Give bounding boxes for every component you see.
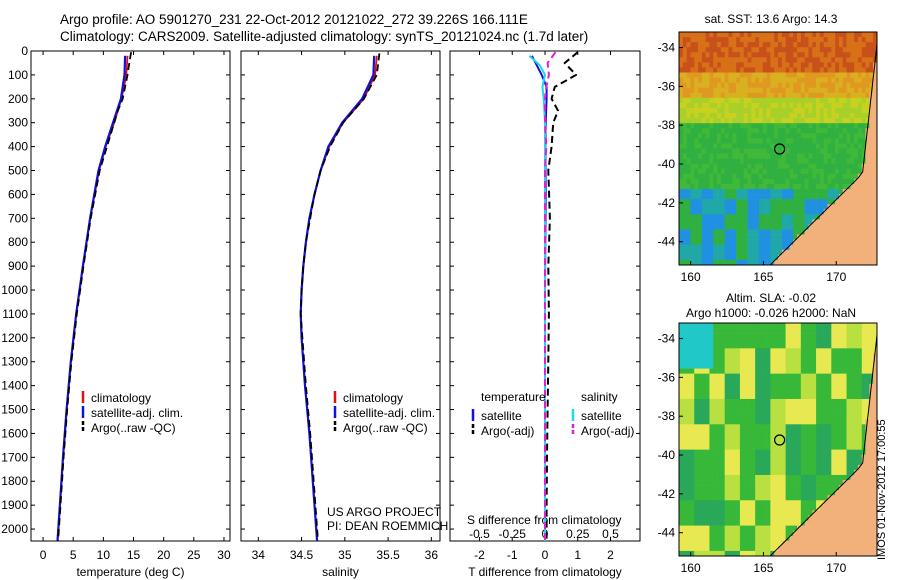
- t-argo-line: [545, 51, 579, 541]
- legend-label: satellite-adj. clim.: [343, 406, 435, 420]
- temperature-satellite-line: [56, 55, 127, 542]
- pi-label: PI: DEAN ROEMMICH: [327, 519, 448, 533]
- xtick-label: 20: [157, 548, 171, 562]
- legend-label: Argo(-adj): [481, 424, 534, 438]
- map-ytick-label: -40: [658, 448, 676, 462]
- xtick2-label: -0.25: [499, 527, 527, 541]
- sla-map-argo-marker: [774, 434, 786, 446]
- legend-label: Argo(..raw -QC): [91, 421, 176, 435]
- sla-map-frame: [678, 322, 878, 557]
- salinity-frame: [240, 50, 441, 542]
- map-ytick-label: -36: [658, 370, 676, 384]
- map-ytick-label: -34: [658, 332, 676, 346]
- temperature-argo-line: [57, 52, 132, 542]
- ytick-label: 1200: [1, 331, 28, 345]
- ytick-label: 2000: [1, 522, 28, 536]
- s-argo-line: [544, 51, 557, 541]
- map-xtick-label: 165: [753, 270, 773, 284]
- xtick-label: -1: [507, 548, 518, 562]
- ytick-label: 800: [8, 235, 28, 249]
- sla-map-grid: [679, 323, 878, 557]
- ytick-label: 1800: [1, 474, 28, 488]
- xtick2-label: 0.25: [566, 527, 590, 541]
- ytick-label: 900: [8, 259, 28, 273]
- map-ytick-label: -34: [658, 41, 676, 55]
- ytick-label: 0: [21, 44, 28, 58]
- ytick-label: 200: [8, 92, 28, 106]
- xtick2-label: -0.5: [469, 527, 490, 541]
- ytick-label: 1600: [1, 426, 28, 440]
- ytick-label: 100: [8, 68, 28, 82]
- temperature-xlabel: temperature (deg C): [76, 565, 184, 579]
- map-ytick-label: -44: [658, 235, 676, 249]
- xtick-label: 10: [97, 548, 111, 562]
- sst-map-frame: [678, 31, 878, 266]
- map-ytick-label: -36: [658, 79, 676, 93]
- legend-label: satellite: [481, 409, 522, 423]
- legend-label: climatology: [91, 391, 151, 405]
- xtick2-label: 0.5: [602, 527, 619, 541]
- ytick-label: 1400: [1, 379, 28, 393]
- map-xtick-label: 160: [681, 270, 701, 284]
- sst-map-title: sat. SST: 13.6 Argo: 14.3: [705, 12, 838, 26]
- ytick-label: 1100: [2, 307, 28, 321]
- ytick-label: 1000: [1, 283, 28, 297]
- figure-title-line2: Climatology: CARS2009. Satellite-adjuste…: [60, 29, 589, 44]
- salinity-xlabel: salinity: [322, 565, 359, 579]
- legend-salinity-title: salinity: [581, 390, 618, 404]
- map-ytick-label: -40: [658, 157, 676, 171]
- xtick-label: 1: [574, 548, 581, 562]
- sla-map-coastline: [769, 323, 878, 557]
- xtick-label: 30: [217, 548, 231, 562]
- xtick-label: 15: [127, 548, 141, 562]
- xtick-label: 34: [252, 548, 266, 562]
- difference-xlabel: T difference from climatology: [468, 565, 622, 579]
- map-ytick-label: -44: [658, 526, 676, 540]
- map-xtick-label: 170: [826, 561, 846, 575]
- map-xtick-label: 165: [753, 561, 773, 575]
- ytick-label: 500: [8, 164, 28, 178]
- s-satellite-line: [528, 55, 546, 541]
- sst-map-coastline: [769, 32, 878, 266]
- legend-label: satellite: [581, 409, 622, 423]
- xtick-label: 35.5: [376, 548, 400, 562]
- map-xtick-label: 170: [826, 270, 846, 284]
- legend-label: satellite-adj. clim.: [91, 406, 183, 420]
- ytick-label: 600: [8, 187, 28, 201]
- xtick-label: 34.5: [290, 548, 314, 562]
- ytick-label: 300: [8, 116, 28, 130]
- temperature-frame: [30, 50, 231, 542]
- xtick-label: -2: [474, 548, 485, 562]
- ytick-label: 1900: [1, 498, 28, 512]
- map-xtick-label: 160: [681, 561, 701, 575]
- xtick-label: 36: [425, 548, 439, 562]
- map-ytick-label: -42: [658, 487, 676, 501]
- sla-map-subtitle: Argo h1000: -0.026 h2000: NaN: [686, 306, 856, 320]
- ytick-label: 1500: [1, 403, 28, 417]
- ytick-label: 1700: [1, 450, 28, 464]
- ytick-label: 1300: [1, 355, 28, 369]
- legend-label: Argo(-adj): [581, 424, 634, 438]
- legend-temperature-title: temperature: [481, 390, 546, 404]
- figure-title-line1: Argo profile: AO 5901270_231 22-Oct-2012…: [60, 12, 528, 27]
- project-label: US ARGO PROJECT: [327, 505, 442, 519]
- xtick-label: 0: [40, 548, 47, 562]
- sla-map-title: Altim. SLA: -0.02: [726, 291, 816, 305]
- salinity-argo-line: [299, 53, 381, 542]
- xtick-label: 5: [70, 548, 77, 562]
- xtick-label: 0: [542, 548, 549, 562]
- map-ytick-label: -38: [658, 409, 676, 423]
- map-ytick-label: -42: [658, 196, 676, 210]
- ytick-label: 400: [8, 140, 28, 154]
- xtick-label: 35: [338, 548, 352, 562]
- xtick-label: 25: [187, 548, 201, 562]
- ytick-label: 700: [8, 211, 28, 225]
- legend-label: Argo(..raw -QC): [343, 421, 428, 435]
- sst-map-grid: [679, 32, 878, 266]
- legend-label: climatology: [343, 391, 403, 405]
- map-ytick-label: -38: [658, 118, 676, 132]
- sst-map-argo-marker: [774, 143, 786, 155]
- xtick-label: 2: [607, 548, 614, 562]
